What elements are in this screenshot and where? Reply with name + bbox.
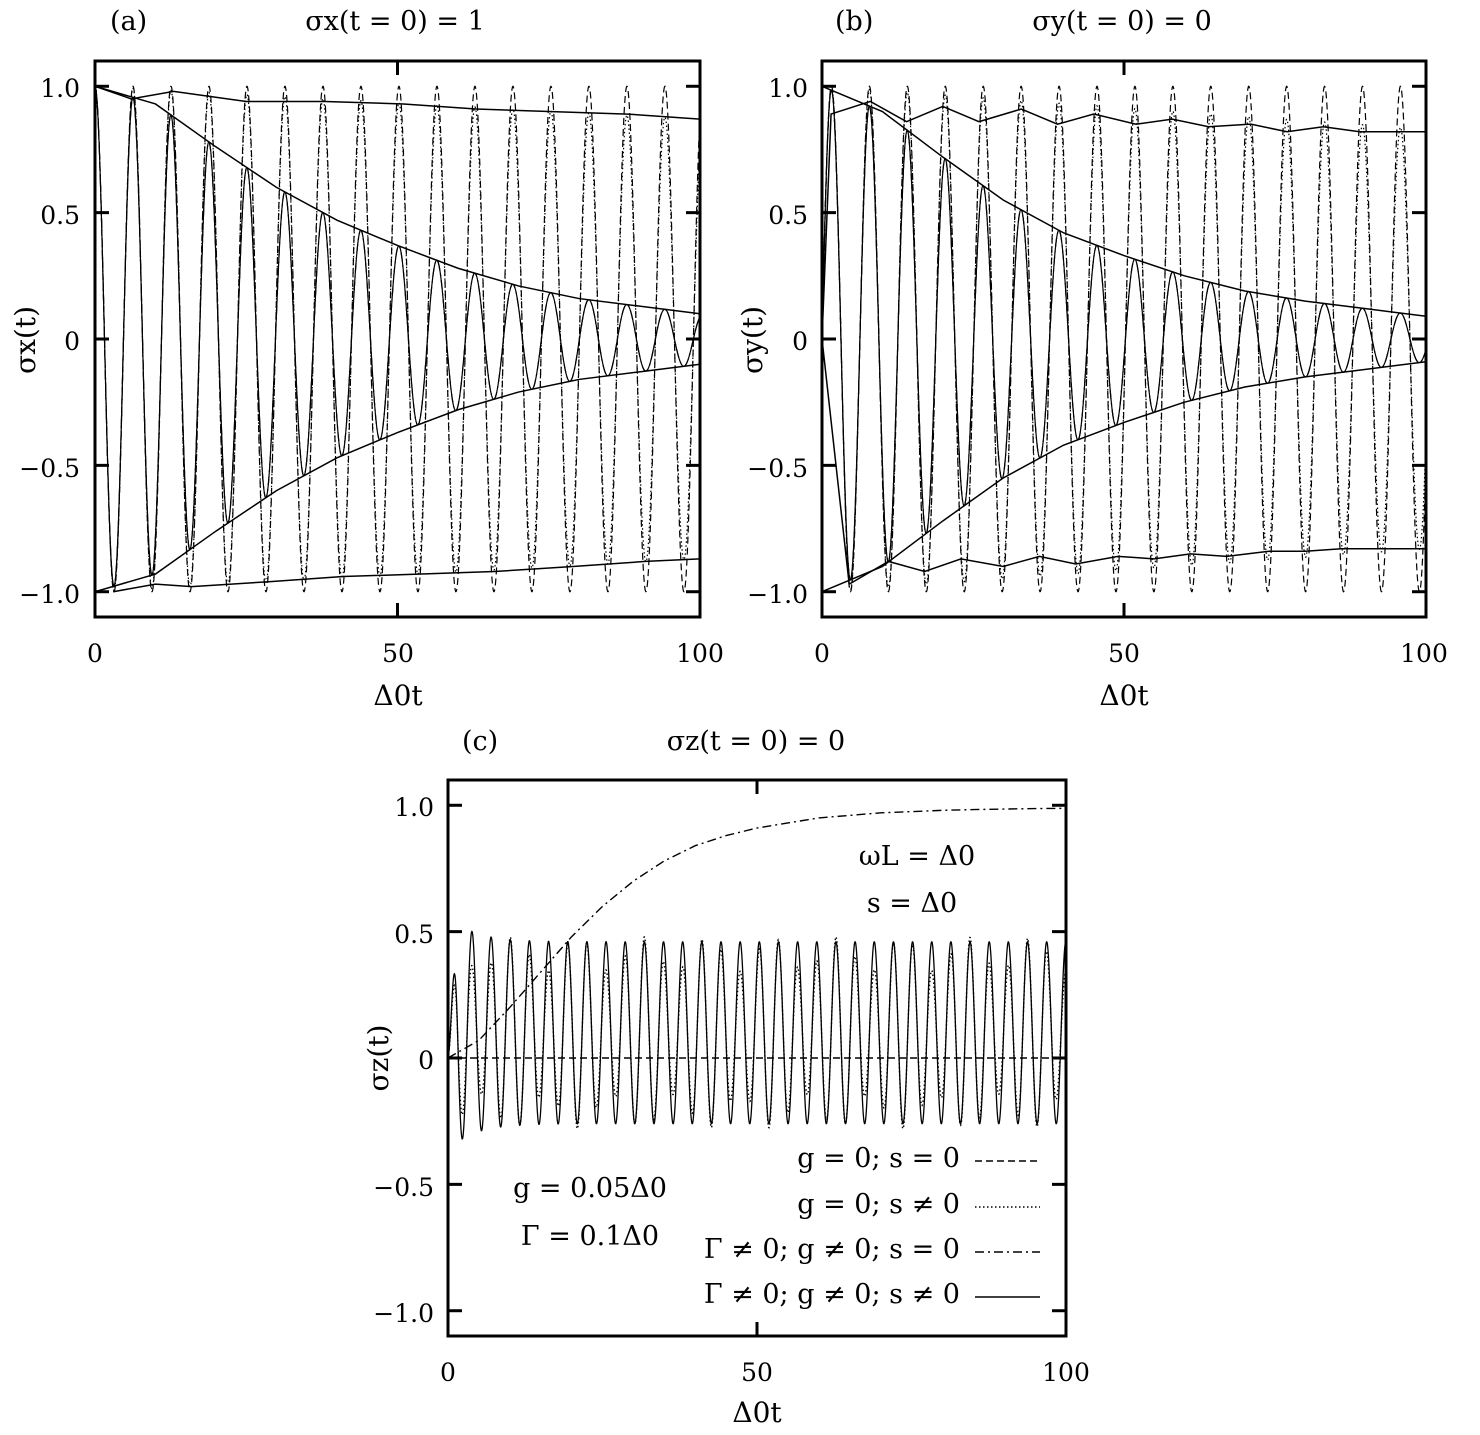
panel-c-ytick-label: 1.0 xyxy=(394,793,434,822)
panel-b-plot-area xyxy=(820,61,1428,617)
panel-c-frame xyxy=(446,778,1068,1338)
panel-c-ytick-label: −0.5 xyxy=(373,1173,434,1202)
legend-label-4: Γ ≠ 0; g ≠ 0; s ≠ 0 xyxy=(704,1279,960,1310)
panel-a-sigma-x: (a) σx(t = 0) = 1 1.0 0.5 0 −0.5 −1.0 0 … xyxy=(9,6,724,712)
panel-b-envelope-1 xyxy=(821,100,1426,340)
panel-b-ytick-label: 0.5 xyxy=(768,201,808,230)
panel-a-series-dotted xyxy=(94,85,701,592)
panel-b-ytick-label: −0.5 xyxy=(747,454,808,483)
annotation-omega-l: ωL = Δ0 xyxy=(859,841,975,872)
panel-c-ytick-label: −1.0 xyxy=(373,1299,434,1328)
legend-label-3: Γ ≠ 0; g ≠ 0; s = 0 xyxy=(704,1234,960,1265)
panel-a-ytick-label: 1.0 xyxy=(40,74,80,103)
panel-b-sigma-y: (b) σy(t = 0) = 0 1.0 0.5 0 −0.5 −1.0 0 … xyxy=(736,6,1448,712)
panel-b-xtick-label: 100 xyxy=(1400,639,1448,668)
panel-b-series-dotted xyxy=(821,86,1427,591)
panel-a-envelope-2 xyxy=(113,558,701,593)
panel-c-xtick-label: 50 xyxy=(741,1358,773,1387)
panel-a-xtick-label: 50 xyxy=(382,639,414,668)
annotation-gamma: Γ = 0.1Δ0 xyxy=(521,1221,659,1252)
panel-b-ylabel: σy(t) xyxy=(736,306,769,374)
panel-a-xlabel: Δ0t xyxy=(373,679,423,712)
panel-b-xtick-label: 0 xyxy=(814,639,830,668)
panel-a-xtick-label: 0 xyxy=(87,639,103,668)
annotation-s: s = Δ0 xyxy=(867,888,957,919)
panel-a-ytick-label: 0.5 xyxy=(40,201,80,230)
panel-c-series-solid xyxy=(447,930,1067,1140)
panel-b-series-dashed xyxy=(821,85,1427,593)
annotation-g: g = 0.05Δ0 xyxy=(513,1173,667,1204)
panel-a-plot-area xyxy=(93,61,702,617)
panel-a-xtick-label: 100 xyxy=(676,639,724,668)
panel-a-ylabel: σx(t) xyxy=(9,306,42,374)
legend-label-1: g = 0; s = 0 xyxy=(797,1143,960,1174)
panel-a-frame xyxy=(93,59,702,619)
panel-a-ytick-label: −1.0 xyxy=(19,580,80,609)
panel-c-xtick-label: 100 xyxy=(1042,1358,1090,1387)
panel-b-envelope-2 xyxy=(821,338,1426,586)
panel-b-xtick-label: 50 xyxy=(1108,639,1140,668)
panel-c-xlabel: Δ0t xyxy=(732,1396,782,1429)
panel-c-series-dash-dot xyxy=(447,807,1067,1059)
panel-c-sigma-z: (c) σz(t = 0) = 0 1.0 0.5 0 −0.5 −1.0 0 … xyxy=(362,726,1090,1429)
panel-a-series-solid xyxy=(94,85,701,587)
panel-a-title: σx(t = 0) = 1 xyxy=(305,6,485,37)
panel-b-envelope-4 xyxy=(821,361,1427,593)
panel-b-xlabel: Δ0t xyxy=(1099,679,1149,712)
panel-b-title: σy(t = 0) = 0 xyxy=(1032,6,1212,37)
panel-b-ytick-label: 0 xyxy=(792,327,808,356)
panel-c-title: σz(t = 0) = 0 xyxy=(667,726,846,757)
panel-b-frame xyxy=(820,59,1428,619)
panel-a-ytick-label: −0.5 xyxy=(19,454,80,483)
legend: g = 0; s = 0 g = 0; s ≠ 0 Γ ≠ 0; g ≠ 0; … xyxy=(704,1143,1040,1310)
legend-label-2: g = 0; s ≠ 0 xyxy=(797,1189,960,1220)
panel-b-envelope-3 xyxy=(821,85,1427,317)
panel-a-envelope-4 xyxy=(94,363,701,593)
panel-a-label: (a) xyxy=(110,6,147,37)
panel-b-label: (b) xyxy=(835,6,873,37)
panel-b-ytick-label: 1.0 xyxy=(768,74,808,103)
panel-a-ytick-label: 0 xyxy=(64,327,80,356)
panel-c-xtick-label: 0 xyxy=(440,1358,456,1387)
panel-a-envelope-1 xyxy=(94,85,701,120)
panel-c-ytick-label: 0 xyxy=(418,1046,434,1075)
panel-b-ytick-label: −1.0 xyxy=(747,580,808,609)
panel-c-ytick-label: 0.5 xyxy=(394,920,434,949)
panel-a-series-dashed xyxy=(94,85,701,593)
panel-c-ylabel: σz(t) xyxy=(362,1025,395,1092)
panel-a-envelope-3 xyxy=(94,85,701,315)
panel-c-label: (c) xyxy=(462,726,498,757)
